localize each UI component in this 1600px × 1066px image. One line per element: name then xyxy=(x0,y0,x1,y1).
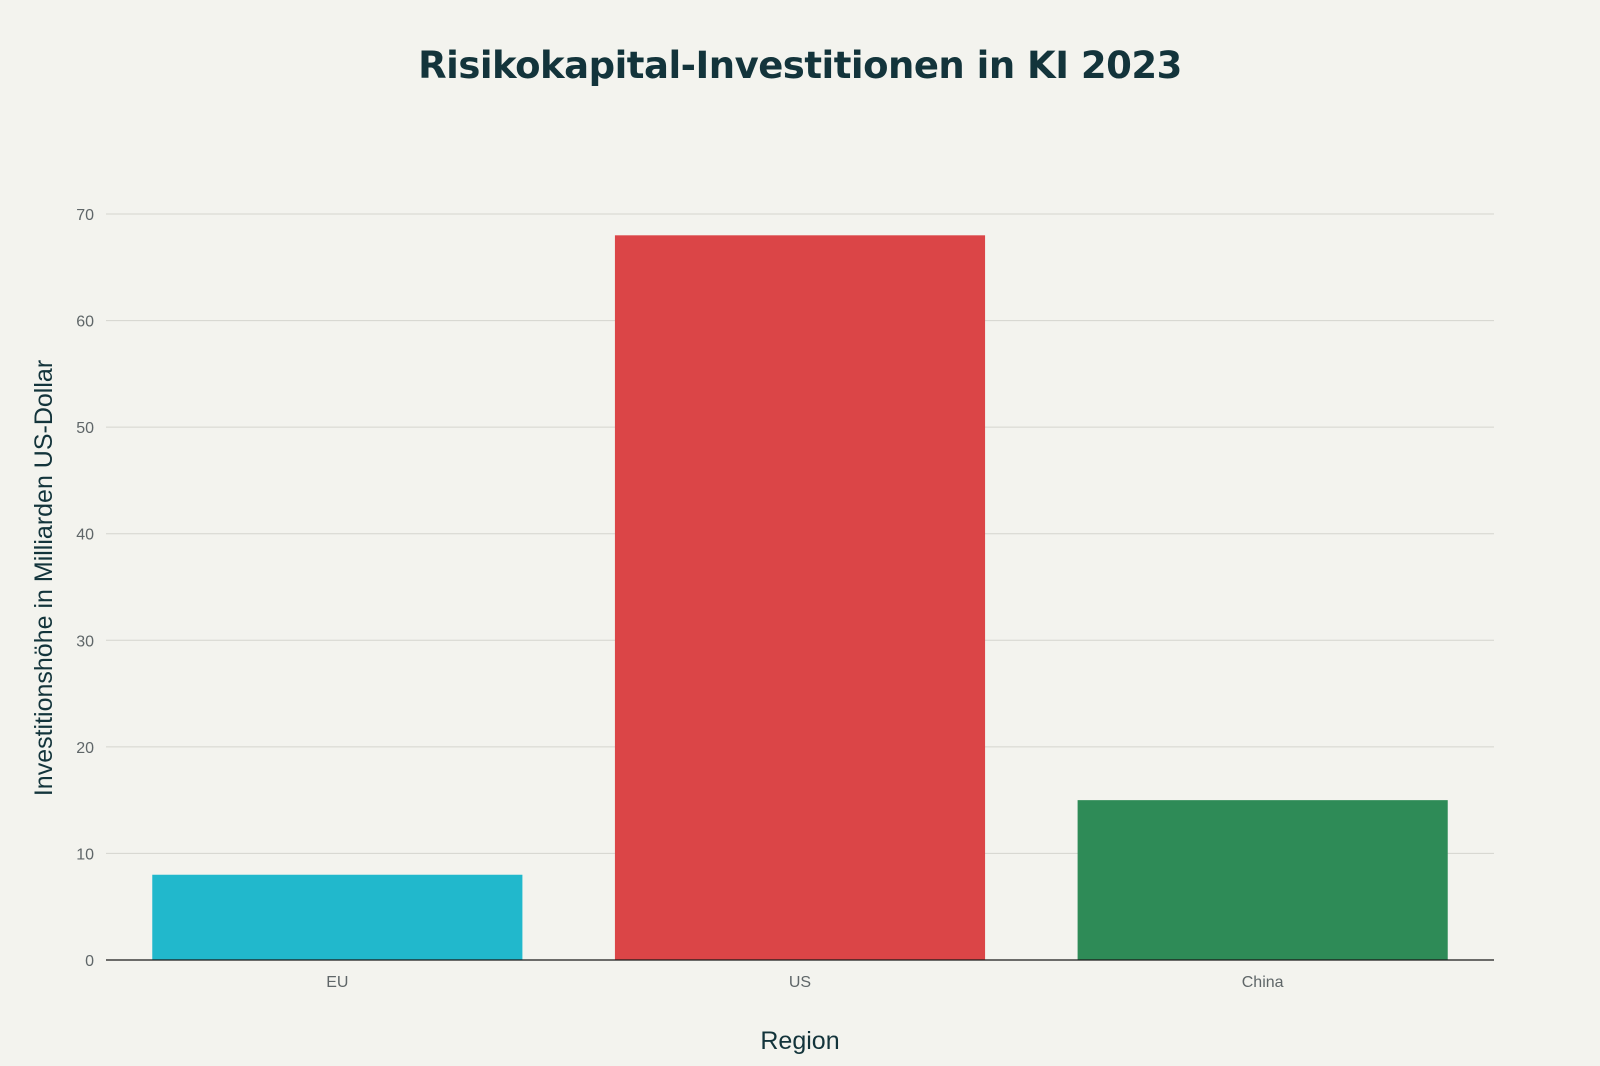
chart-title: Risikokapital-Investitionen in KI 2023 xyxy=(418,44,1182,87)
bar-eu xyxy=(152,874,523,960)
y-tick-label: 20 xyxy=(76,740,94,757)
bar-us xyxy=(614,235,986,961)
bar-china xyxy=(1077,800,1448,960)
y-tick-label: 70 xyxy=(76,207,94,224)
y-tick-label: 60 xyxy=(76,314,94,331)
x-tick-label-china: China xyxy=(1242,974,1284,991)
x-tick-label-us: US xyxy=(789,974,811,991)
x-axis-ticks: EU US China xyxy=(326,974,1283,991)
y-axis-ticks: 0 10 20 30 40 50 60 70 xyxy=(76,207,94,970)
y-tick-label: 10 xyxy=(76,846,94,863)
bars xyxy=(152,235,1448,961)
x-tick-label-eu: EU xyxy=(326,974,348,991)
x-axis-title: Region xyxy=(760,1027,839,1055)
y-tick-label: 0 xyxy=(85,953,94,970)
y-tick-label: 40 xyxy=(76,527,94,544)
y-axis-title: Investitionshöhe in Milliarden US-Dollar xyxy=(30,360,58,796)
y-tick-label: 30 xyxy=(76,633,94,650)
y-tick-label: 50 xyxy=(76,420,94,437)
